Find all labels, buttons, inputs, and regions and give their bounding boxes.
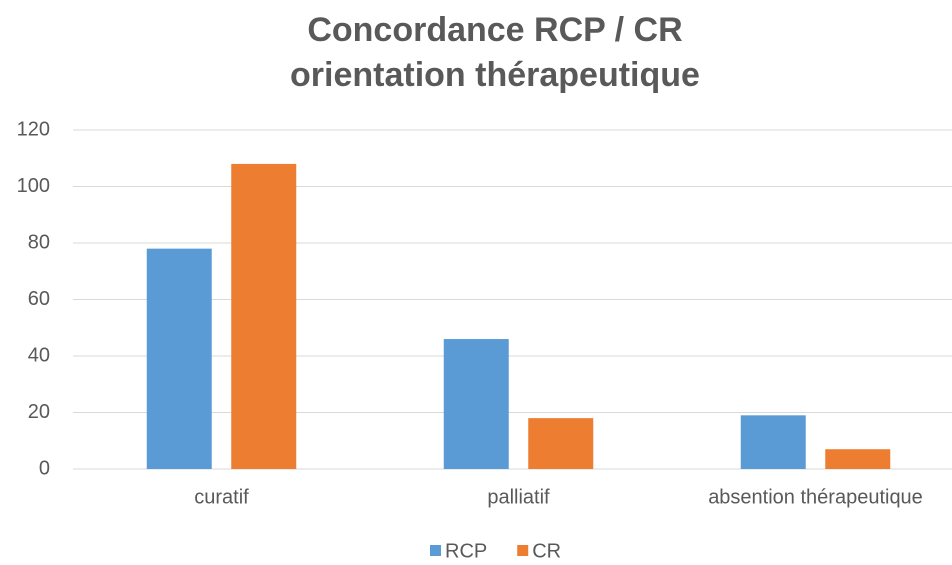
y-tick-label: 40 — [28, 344, 50, 366]
y-tick-label: 0 — [39, 457, 50, 479]
legend-label: RCP — [445, 540, 487, 562]
bar — [231, 163, 297, 469]
y-tick-label: 60 — [28, 288, 50, 310]
legend-swatch — [430, 545, 441, 556]
legend-label: CR — [532, 540, 561, 562]
x-tick-label: curatif — [194, 486, 249, 508]
y-tick-label: 20 — [28, 401, 50, 423]
chart-title: Concordance RCP / CR — [307, 11, 682, 49]
y-tick-label: 80 — [28, 231, 50, 253]
bar — [528, 418, 594, 469]
y-tick-label: 100 — [17, 175, 50, 197]
bar — [740, 415, 806, 469]
bar — [825, 449, 891, 469]
bar — [443, 339, 509, 469]
bar — [146, 248, 212, 469]
x-tick-label: absention thérapeutique — [708, 486, 923, 508]
x-tick-label: palliatif — [487, 486, 550, 508]
y-tick-label: 120 — [17, 118, 50, 140]
legend-swatch — [517, 545, 529, 556]
chart-title: orientation thérapeutique — [290, 56, 700, 94]
